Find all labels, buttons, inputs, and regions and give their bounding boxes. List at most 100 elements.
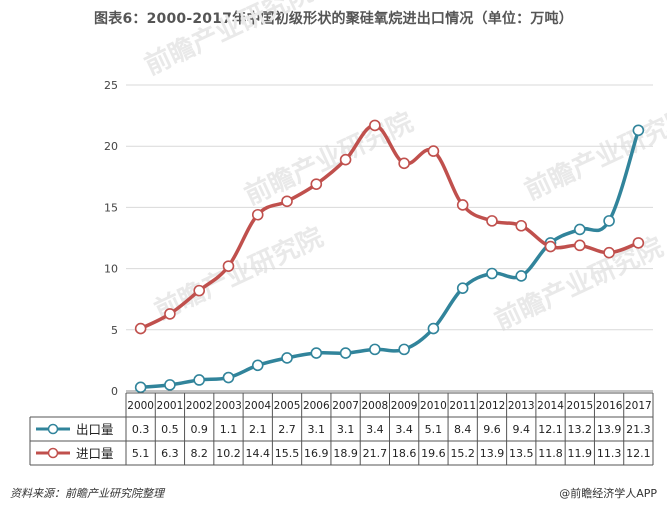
data-point (603, 215, 615, 227)
legend-label: 进口量 (76, 446, 114, 461)
x-tick-label: 2017 (625, 400, 652, 412)
data-label: 6.3 (161, 447, 179, 460)
x-tick-label: 2016 (596, 400, 623, 412)
data-point (515, 270, 528, 282)
data-point (574, 223, 586, 236)
y-tick-label: 0 (111, 385, 118, 398)
data-point (164, 379, 176, 391)
data-label: 5.1 (132, 447, 150, 460)
data-point (427, 322, 440, 335)
data-point (134, 381, 147, 394)
data-label: 21.3 (626, 423, 651, 436)
source-note: 资料来源：前瞻产业研究院整理 (10, 487, 164, 500)
data-label: 3.1 (308, 423, 326, 436)
data-point (369, 119, 381, 132)
data-label: 15.2 (450, 447, 475, 460)
watermark-text: 前瞻产业研究院 (140, 0, 318, 81)
data-point (632, 237, 645, 249)
x-tick-label: 2008 (361, 400, 388, 412)
data-label: 13.5 (509, 447, 534, 460)
data-point (456, 199, 469, 211)
data-label: 8.2 (190, 447, 208, 460)
data-label: 0.5 (161, 423, 179, 436)
series-lines (134, 119, 645, 394)
y-tick-label: 15 (104, 201, 118, 214)
x-tick-label: 2006 (303, 400, 330, 412)
data-label: 3.4 (395, 423, 413, 436)
data-label: 21.7 (363, 447, 388, 460)
chart-title: 图表6：2000-2017年中国初级形状的聚硅氧烷进出口情况（单位：万吨） (94, 11, 573, 27)
x-tick-label: 2013 (508, 400, 535, 412)
y-tick-label: 5 (111, 324, 118, 337)
data-point (222, 260, 235, 272)
data-point (398, 157, 410, 170)
data-label: 3.4 (366, 423, 384, 436)
data-label: 14.4 (246, 447, 271, 460)
data-label: 2.1 (249, 423, 267, 436)
data-point (369, 343, 381, 356)
data-point (632, 124, 645, 137)
data-label: 3.1 (337, 423, 355, 436)
data-label: 0.9 (190, 423, 208, 436)
y-ticks: 0 5 10 15 20 25 (104, 79, 118, 398)
x-tick-label: 2002 (186, 400, 213, 412)
x-tick-label: 2010 (420, 400, 447, 412)
x-tick-label: 2009 (391, 400, 418, 412)
data-point (251, 208, 264, 221)
data-point (193, 284, 205, 297)
data-label: 9.6 (483, 423, 501, 436)
data-point (222, 371, 235, 384)
legend-marker (47, 423, 59, 435)
data-label: 2.7 (278, 423, 296, 436)
data-label: 11.9 (568, 447, 593, 460)
data-label: 8.4 (454, 423, 472, 436)
data-label: 10.2 (216, 447, 241, 460)
data-label: 13.9 (480, 447, 505, 460)
legend-label: 出口量 (76, 422, 114, 437)
data-label: 0.3 (132, 423, 150, 436)
data-table: 2000 2001 2002 2003 2004 2005 2006 2007 2008 2009… (29, 392, 654, 466)
data-point (281, 195, 293, 208)
x-tick-label: 2014 (537, 400, 564, 412)
data-label: 12.1 (626, 447, 651, 460)
x-tick-label: 2001 (157, 400, 184, 412)
x-tick-label: 2007 (332, 400, 359, 412)
data-label: 12.1 (538, 423, 563, 436)
data-point (574, 239, 586, 252)
x-tick-label: 2000 (127, 400, 154, 412)
data-label: 13.9 (597, 423, 622, 436)
data-point (544, 240, 557, 253)
data-point (193, 374, 205, 386)
watermark-text: 前瞻产业研究院 (240, 106, 418, 211)
data-label: 18.9 (333, 447, 358, 460)
legend-marker (47, 447, 59, 459)
watermark-text: 前瞻产业研究院 (520, 101, 667, 206)
data-point (310, 178, 323, 190)
data-label: 11.8 (538, 447, 563, 460)
data-label: 15.5 (275, 447, 300, 460)
data-label: 19.6 (421, 447, 446, 460)
x-tick-label: 2015 (566, 400, 593, 412)
data-point (164, 308, 176, 320)
data-point (456, 282, 469, 294)
x-tick-label: 2003 (215, 400, 242, 412)
data-label: 16.9 (304, 447, 329, 460)
data-point (515, 219, 528, 232)
data-point (486, 215, 498, 227)
data-point (398, 343, 410, 356)
x-tick-label: 2011 (449, 400, 476, 412)
x-tick-label: 2012 (479, 400, 506, 412)
data-point (339, 153, 352, 166)
data-label: 13.2 (568, 423, 593, 436)
data-label: 11.3 (597, 447, 622, 460)
data-point (427, 145, 440, 157)
data-point (134, 322, 147, 335)
data-point (339, 347, 352, 359)
data-point (486, 267, 498, 280)
x-tick-label: 2004 (244, 400, 271, 412)
data-label: 5.1 (425, 423, 443, 436)
data-point (310, 347, 323, 359)
data-label: 18.6 (392, 447, 417, 460)
y-tick-label: 20 (104, 140, 118, 153)
